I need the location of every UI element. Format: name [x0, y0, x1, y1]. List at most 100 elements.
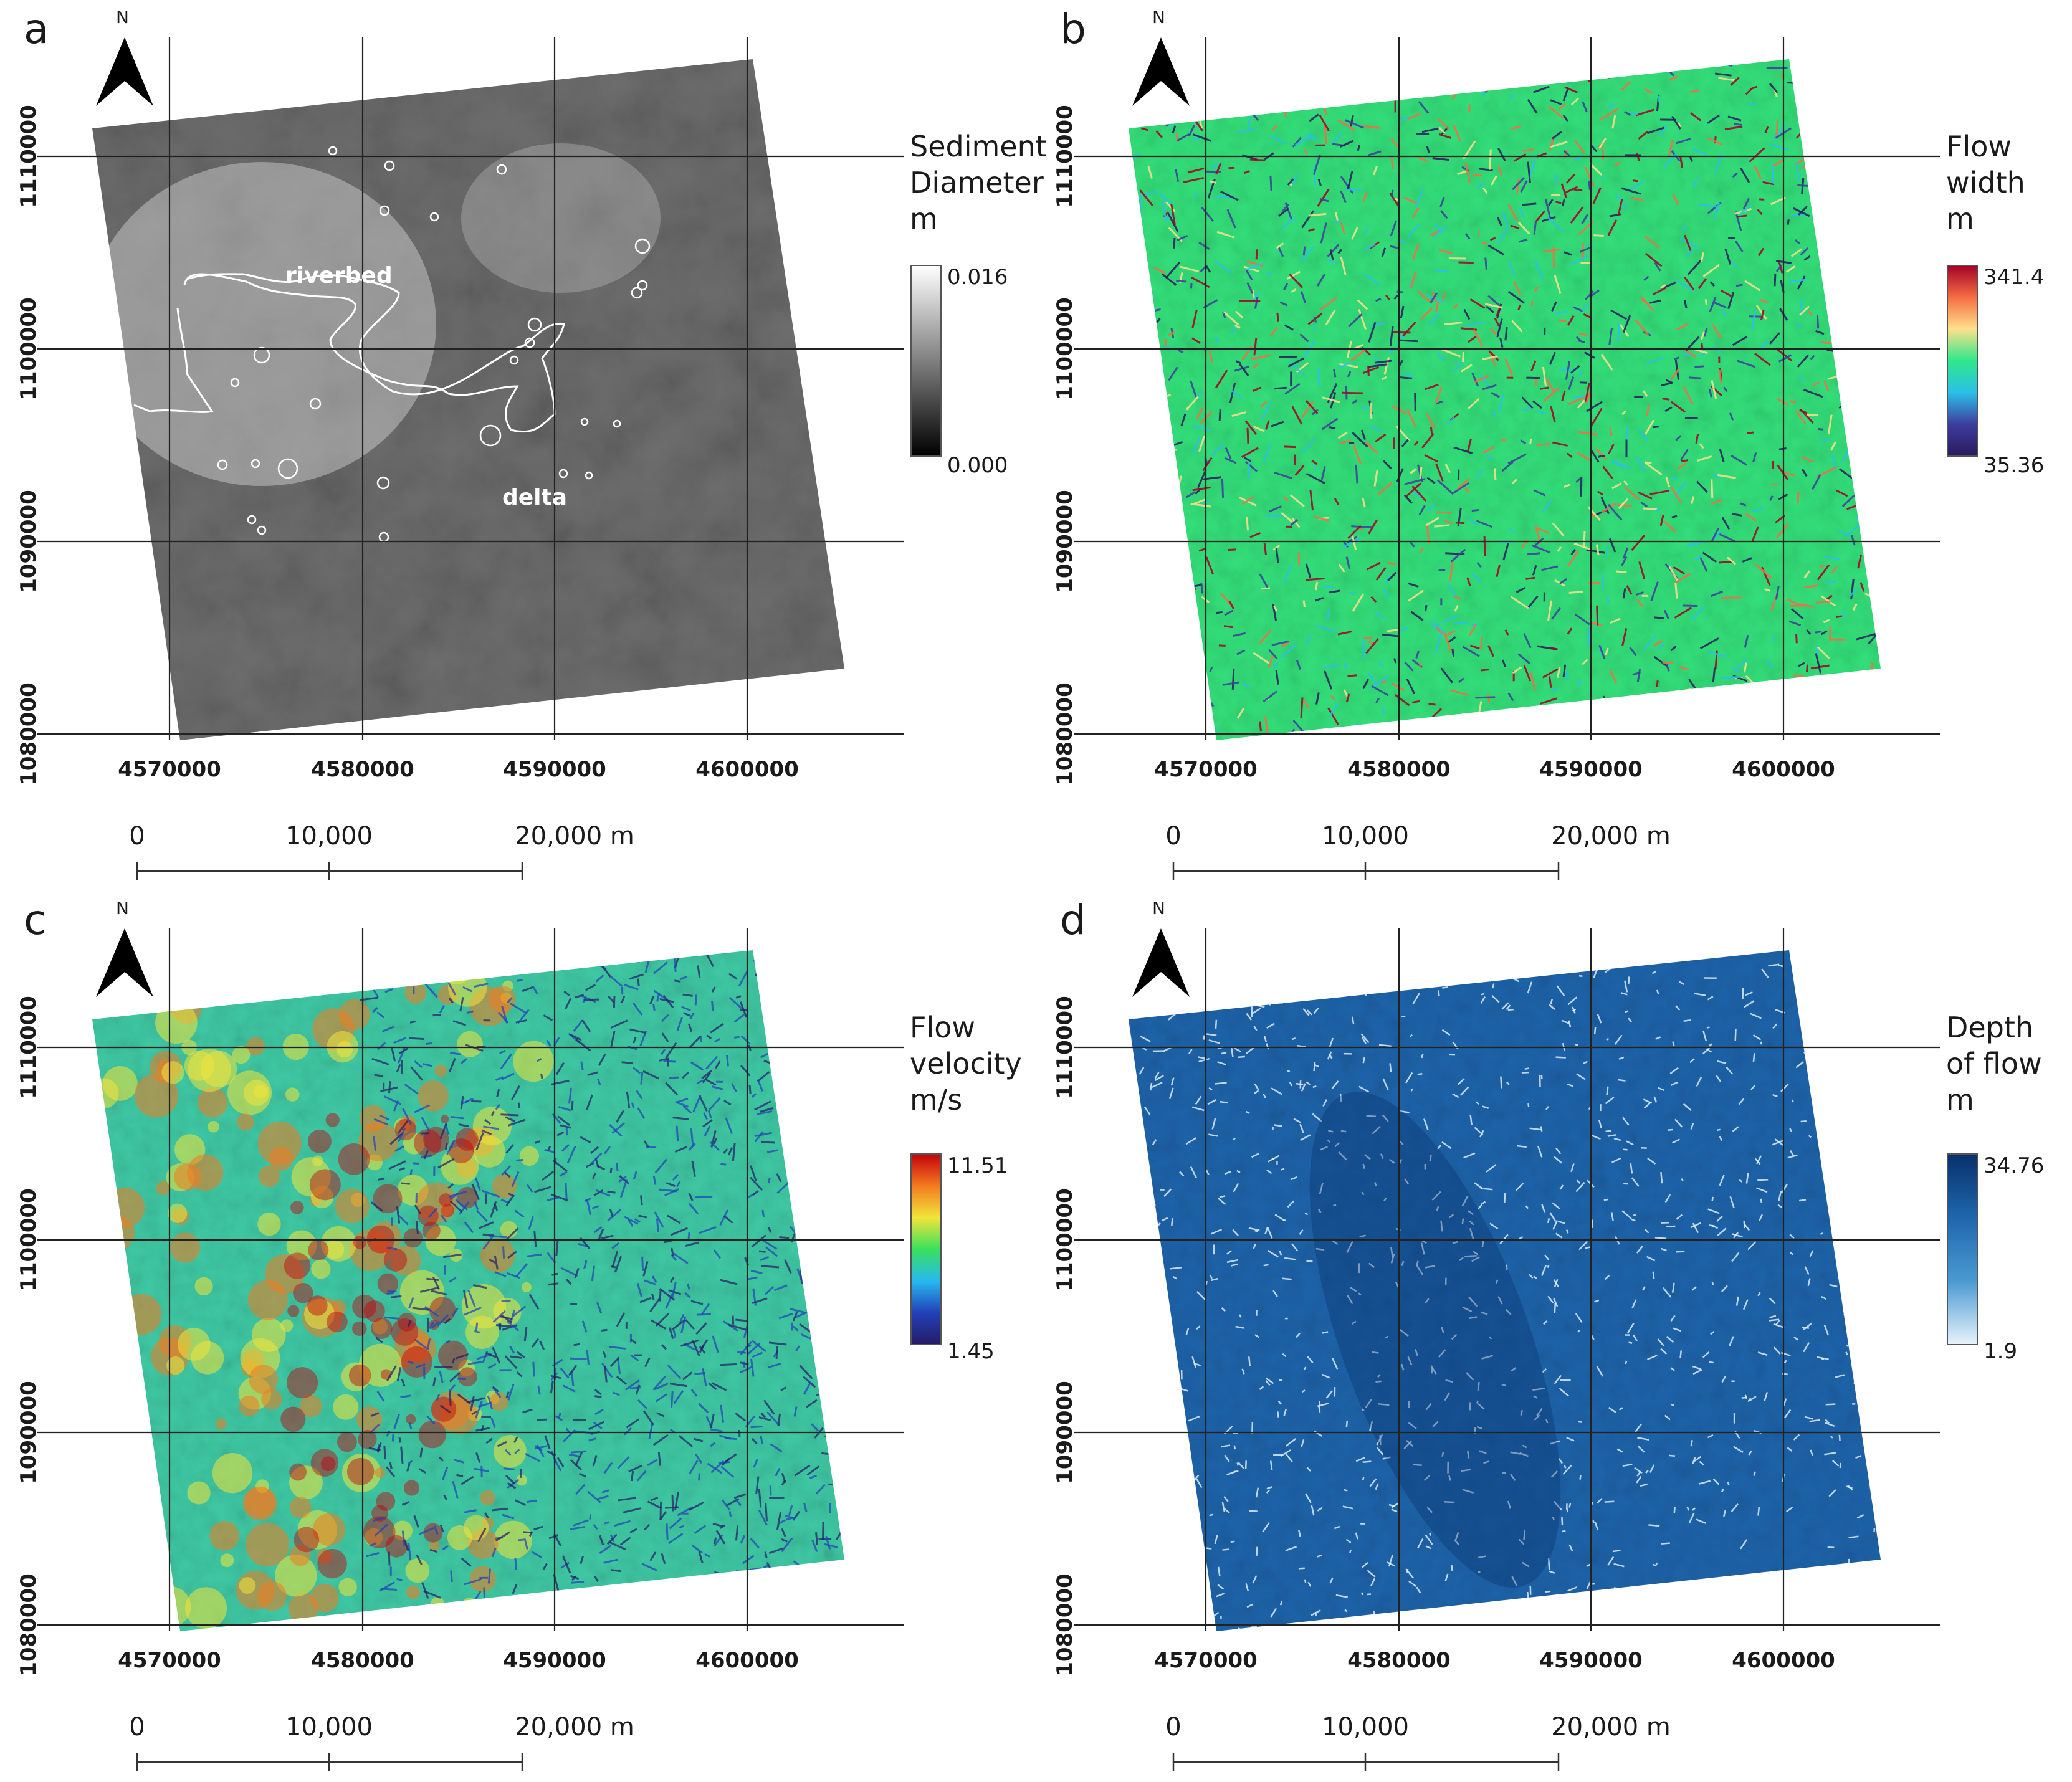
- riverbed-label: riverbed: [285, 263, 393, 288]
- graticule: [1074, 928, 1940, 1631]
- x-tick-label: 4580000: [1347, 1648, 1451, 1673]
- legend-title-line: m: [910, 202, 938, 236]
- y-tick-label: 1080000: [16, 682, 41, 786]
- graticule: [1074, 37, 1940, 740]
- y-tick-label: 1100000: [16, 297, 41, 401]
- x-tick-label: 4590000: [503, 757, 606, 782]
- legend-max-value: 34.76: [1984, 1153, 2045, 1178]
- legend-title-line: of flow: [1946, 1047, 2042, 1080]
- scale-bar: [136, 1753, 523, 1771]
- y-tick-label: 1110000: [16, 105, 41, 208]
- scale-bar: [1172, 862, 1560, 880]
- map-canvas: [37, 37, 942, 880]
- raster-map: [1129, 950, 1881, 1631]
- legend-color-ramp: [910, 265, 942, 457]
- y-tick-label: 1110000: [16, 996, 41, 1099]
- x-tick-label: 4600000: [1732, 1648, 1835, 1673]
- north-arrow-icon: [96, 928, 153, 997]
- scale-bar-label: 10,000: [1322, 822, 1409, 850]
- y-tick-label: 1090000: [16, 1381, 41, 1484]
- legend-min-value: 35.36: [1984, 453, 2045, 478]
- panel-letter: c: [24, 896, 47, 944]
- map-canvas: [1074, 928, 1978, 1771]
- y-tick-label: 1100000: [16, 1188, 41, 1292]
- legend-color-ramp: [1947, 265, 1978, 457]
- scale-bar: [136, 862, 523, 880]
- y-tick-label: 1110000: [1053, 105, 1077, 208]
- panel-letter: a: [24, 5, 49, 53]
- legend-title-line: m: [1946, 202, 1974, 236]
- riverbed-outline: [133, 146, 651, 543]
- panel-letter: b: [1060, 5, 1086, 53]
- legend-color-ramp: [910, 1153, 942, 1345]
- north-label: N: [116, 898, 129, 918]
- scale-bar-label: 0: [1165, 822, 1182, 850]
- scale-bar-label: 10,000: [285, 822, 373, 850]
- legend-title-line: m: [1946, 1083, 1974, 1117]
- legend-title: Depth of flow m: [1946, 1009, 2042, 1118]
- legend-title-line: Depth: [1946, 1011, 2034, 1044]
- scale-bar: [1172, 1753, 1560, 1771]
- y-tick-label: 1110000: [1053, 996, 1077, 1099]
- map-panel-a: a N Sediment Diameter m 0.016 0.000 4570000 4580…: [0, 0, 1047, 891]
- legend-title: Flow velocity m/s: [910, 1009, 1022, 1118]
- y-tick-label: 1100000: [1053, 1188, 1077, 1292]
- x-tick-label: 4580000: [311, 757, 414, 782]
- y-tick-label: 1090000: [1053, 490, 1077, 593]
- x-tick-label: 4590000: [503, 1648, 606, 1673]
- raster-map: [92, 59, 844, 740]
- legend-title-line: Flow: [1946, 130, 2012, 163]
- y-tick-label: 1090000: [16, 490, 41, 593]
- legend-max-value: 0.016: [947, 265, 1008, 290]
- raster-map: [92, 950, 844, 1631]
- panel-letter: d: [1060, 896, 1086, 944]
- x-tick-label: 4570000: [1154, 1648, 1258, 1673]
- legend-min-value: 0.000: [947, 453, 1008, 478]
- y-tick-label: 1080000: [1053, 1573, 1077, 1677]
- map-canvas: [37, 928, 942, 1771]
- north-label: N: [1152, 898, 1165, 918]
- north-label: N: [116, 7, 129, 27]
- raster-map: [1129, 59, 1881, 740]
- y-tick-label: 1090000: [1053, 1381, 1077, 1484]
- x-tick-label: 4600000: [1732, 757, 1835, 782]
- x-tick-label: 4580000: [311, 1648, 414, 1673]
- y-tick-label: 1080000: [1053, 682, 1077, 786]
- scale-bar-label: 10,000: [285, 1713, 373, 1742]
- legend-min-value: 1.9: [1984, 1339, 2018, 1364]
- scale-bar-label: 0: [129, 1713, 145, 1742]
- map-panel-d: d N Depth of flow m 34.76 1.9 4570000 4580000 459…: [1036, 891, 2072, 1782]
- scale-bar-label: 20,000 m: [1551, 1713, 1671, 1742]
- legend-color-ramp: [1947, 1153, 1978, 1345]
- x-tick-label: 4570000: [1154, 757, 1258, 782]
- graticule: [37, 37, 904, 740]
- legend-title-line: width: [1946, 166, 2025, 199]
- legend-title-line: Diameter: [910, 166, 1044, 199]
- y-tick-label: 1080000: [16, 1573, 41, 1677]
- graticule: [37, 928, 904, 1631]
- scale-bar-label: 20,000 m: [1551, 822, 1671, 850]
- map-panel-b: b N Flow width m 341.4 35.36 4570000 4580000 4590…: [1036, 0, 2072, 891]
- x-tick-label: 4570000: [118, 757, 221, 782]
- y-tick-label: 1100000: [1053, 297, 1077, 401]
- scale-bar-label: 0: [129, 822, 145, 850]
- scale-bar-label: 20,000 m: [515, 1713, 634, 1742]
- legend-title-line: Flow: [910, 1011, 976, 1044]
- legend-max-value: 341.4: [1984, 265, 2045, 290]
- legend-title-line: Sediment: [910, 130, 1047, 163]
- scale-bar-label: 10,000: [1322, 1713, 1409, 1742]
- x-tick-label: 4590000: [1539, 1648, 1643, 1673]
- map-canvas: [1074, 37, 1978, 880]
- north-arrow-icon: [1132, 928, 1190, 997]
- legend-max-value: 11.51: [947, 1153, 1008, 1178]
- map-panel-c: c N Flow velocity m/s 11.51 1.45 4570000 4580000…: [0, 891, 1036, 1782]
- north-arrow-icon: [1132, 37, 1190, 106]
- legend-min-value: 1.45: [947, 1339, 995, 1364]
- delta-label: delta: [502, 485, 568, 510]
- legend-title: Sediment Diameter m: [910, 128, 1047, 237]
- legend-title: Flow width m: [1946, 128, 2025, 237]
- scale-bar-label: 0: [1165, 1713, 1182, 1742]
- x-tick-label: 4590000: [1539, 757, 1643, 782]
- x-tick-label: 4570000: [118, 1648, 221, 1673]
- north-label: N: [1152, 7, 1165, 27]
